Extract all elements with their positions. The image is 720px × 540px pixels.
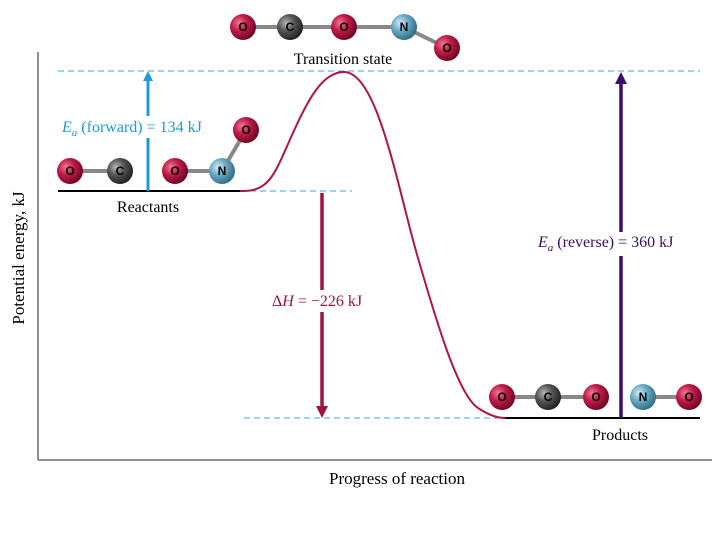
svg-text:O: O (170, 164, 179, 178)
atom-nitrogen: N (630, 384, 656, 410)
x-axis-title: Progress of reaction (329, 469, 465, 488)
delta-h-bg (270, 290, 380, 312)
svg-text:C: C (286, 20, 295, 34)
energy-curve (58, 70, 700, 419)
reactants-molecule: O C O N O (57, 117, 259, 184)
atom-carbon: C (107, 158, 133, 184)
ea-forward-bg (60, 116, 230, 138)
svg-text:C: C (116, 164, 125, 178)
y-axis-title: Potential energy, kJ (9, 191, 28, 325)
atom-carbon: C (535, 384, 561, 410)
svg-text:O: O (684, 390, 693, 404)
reactants-label: Reactants (117, 199, 179, 216)
products-label: Products (592, 427, 648, 444)
svg-text:O: O (238, 20, 247, 34)
ea-forward-label: Ea (forward) = 134 kJ (61, 119, 202, 139)
atom-carbon: C (277, 14, 303, 40)
atom-oxygen: O (230, 14, 256, 40)
atom-nitrogen: N (209, 158, 235, 184)
atom-oxygen: O (233, 117, 259, 143)
svg-text:O: O (65, 164, 74, 178)
atom-oxygen: O (434, 35, 460, 61)
svg-text:N: N (400, 20, 409, 34)
delta-h-label: ΔH = −226 kJ (272, 293, 362, 310)
atom-oxygen: O (162, 158, 188, 184)
svg-text:O: O (497, 390, 506, 404)
ea-reverse-label: Ea (reverse) = 360 kJ (537, 234, 673, 254)
svg-text:N: N (639, 390, 648, 404)
atom-oxygen: O (583, 384, 609, 410)
svg-text:O: O (591, 390, 600, 404)
svg-text:O: O (339, 20, 348, 34)
svg-text:O: O (241, 123, 250, 137)
ts-label: Transition state (294, 51, 393, 68)
ts-molecule: O C O N O (230, 14, 460, 61)
atom-nitrogen: N (391, 14, 417, 40)
atom-oxygen: O (676, 384, 702, 410)
svg-text:C: C (544, 390, 553, 404)
atom-oxygen: O (331, 14, 357, 40)
ea-reverse-bg (535, 232, 705, 256)
atom-oxygen: O (57, 158, 83, 184)
products-molecule: O C O N O (489, 384, 702, 410)
svg-text:N: N (218, 164, 227, 178)
svg-text:O: O (442, 41, 451, 55)
atom-oxygen: O (489, 384, 515, 410)
